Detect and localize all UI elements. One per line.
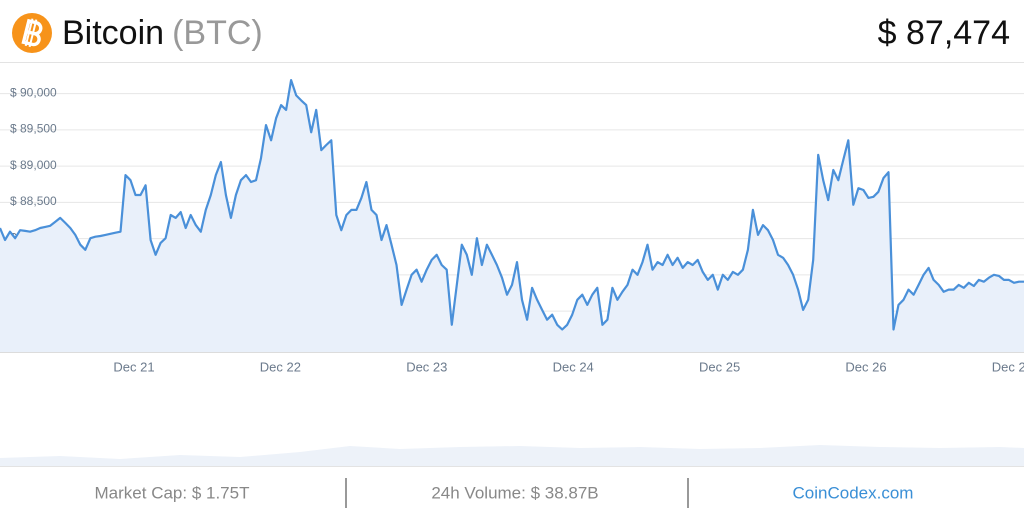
volume-24h: 24h Volume: $ 38.87B [431, 483, 598, 502]
x-tick-label: Dec 26 [845, 359, 886, 374]
price-line [0, 79, 1024, 331]
x-tick-label: Dec 23 [406, 359, 447, 374]
market-cap: Market Cap: $ 1.75T [95, 483, 250, 502]
y-tick-label: $ 90,000 [10, 85, 57, 99]
coin-name-text: Bitcoin [62, 14, 164, 52]
x-tick-label: Dec 21 [113, 359, 154, 374]
area-fill [0, 80, 1024, 352]
coin-logo-glyph [21, 18, 43, 48]
y-tick-label: $ 89,000 [10, 158, 57, 172]
coin-price: $ 87,474 [878, 14, 1010, 52]
x-tick-label: Dec 27 [992, 359, 1024, 374]
y-tick-label: $ 89,500 [10, 122, 57, 136]
x-tick-label: Dec 25 [699, 359, 740, 374]
x-tick-label: Dec 24 [553, 359, 594, 374]
volume-overview [0, 445, 1024, 466]
x-tick-label: Dec 22 [260, 359, 301, 374]
plot: $ 86,500$ 87,000$ 87,500$ 88,000$ 88,500… [0, 79, 1024, 374]
coin-symbol: (BTC) [172, 14, 263, 52]
coin-name: Bitcoin (BTC) [62, 14, 263, 52]
source-link[interactable]: CoinCodex.com [793, 483, 914, 502]
y-tick-label: $ 88,500 [10, 194, 57, 208]
